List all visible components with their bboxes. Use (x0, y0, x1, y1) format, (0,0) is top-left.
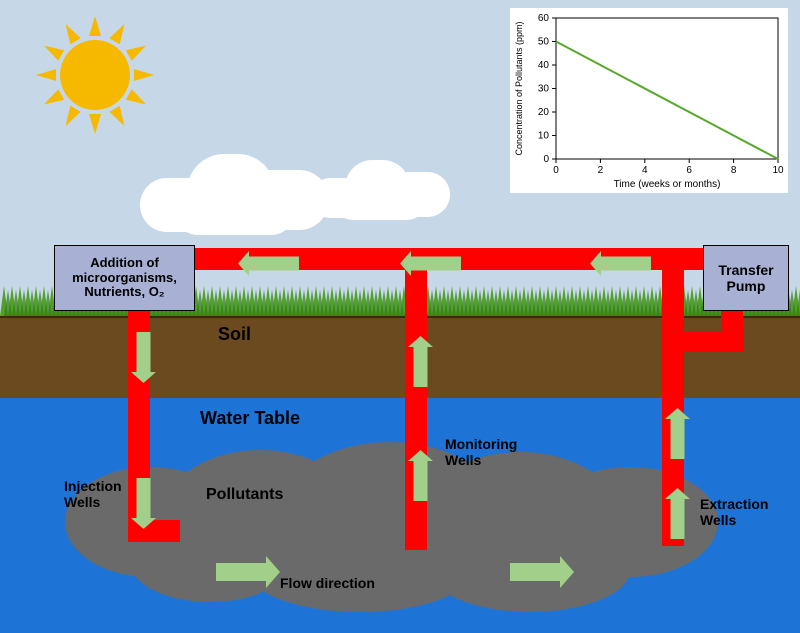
arrow-mon-up-2 (408, 450, 433, 501)
svg-text:8: 8 (731, 165, 737, 176)
label-flow_direction: Flow direction (280, 575, 375, 591)
arrow-mon-up-1 (408, 336, 433, 387)
svg-text:40: 40 (538, 60, 550, 71)
svg-text:30: 30 (538, 84, 550, 95)
svg-text:10: 10 (772, 165, 784, 176)
label-water_table: Water Table (200, 408, 300, 429)
cloud-0 (140, 140, 329, 235)
svg-text:2: 2 (598, 165, 604, 176)
arrow-top-2 (400, 251, 461, 276)
box-addition: Addition of microorganisms, Nutrients, O… (54, 245, 195, 311)
label-injection_wells: Injection Wells (64, 478, 122, 510)
svg-text:Time (weeks or months): Time (weeks or months) (614, 179, 721, 190)
arrow-inj-down-2 (131, 478, 156, 529)
arrow-inj-down-1 (131, 332, 156, 383)
label-monitoring_wells: Monitoring Wells (445, 436, 517, 468)
svg-text:10: 10 (538, 131, 550, 142)
svg-text:0: 0 (543, 154, 549, 165)
svg-text:Concentration of Pollutants (p: Concentration of Pollutants (ppm) (514, 21, 524, 155)
arrow-ext-up-2 (665, 488, 690, 539)
arrow-top-3 (238, 251, 299, 276)
pipe-extract-hconnect (662, 332, 744, 352)
svg-text:6: 6 (686, 165, 692, 176)
svg-text:20: 20 (538, 107, 550, 118)
arrow-flow-1 (216, 556, 280, 588)
concentration-chart: 0 2 4 6 8 10 0 10 20 30 40 50 60 Time (weeks or month… (510, 8, 788, 193)
arrow-ext-up-1 (665, 408, 690, 459)
svg-text:0: 0 (553, 165, 559, 176)
svg-text:50: 50 (538, 37, 550, 48)
cloud-1 (310, 150, 450, 220)
label-soil: Soil (218, 324, 251, 345)
arrow-top-1 (590, 251, 651, 276)
svg-text:60: 60 (538, 13, 550, 24)
pipe-monitor-vert (405, 270, 427, 550)
arrow-flow-2 (510, 556, 574, 588)
sun-icon (31, 11, 159, 139)
label-extraction_wells: Extraction Wells (700, 496, 768, 528)
svg-text:4: 4 (642, 165, 648, 176)
box-pump: Transfer Pump (703, 245, 789, 311)
label-pollutants: Pollutants (206, 486, 283, 504)
